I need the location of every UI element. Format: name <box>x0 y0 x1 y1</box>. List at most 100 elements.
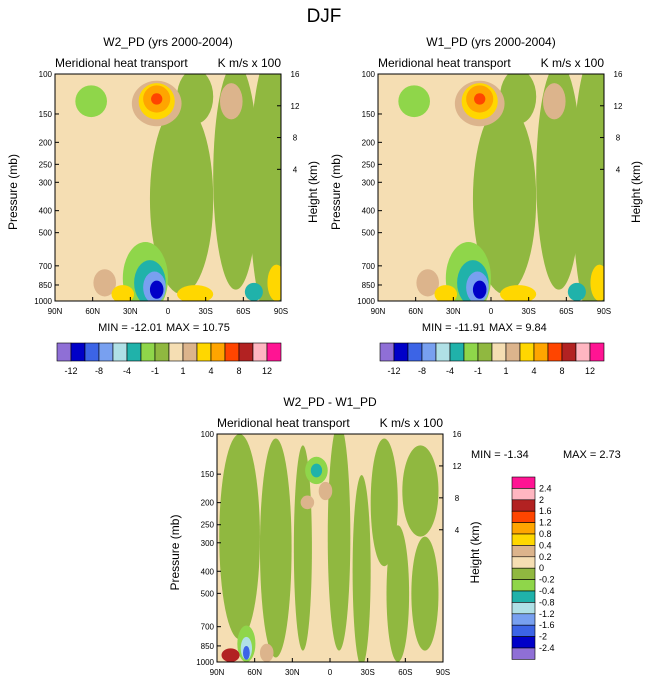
colorbar-swatch <box>56 342 72 362</box>
contour-region <box>111 285 135 301</box>
colorbar-label: 12 <box>262 366 272 376</box>
colorbar-label: 4 <box>208 366 213 376</box>
colorbar-swatch <box>210 342 226 362</box>
y-tick-label: 500 <box>201 589 215 598</box>
contour-region <box>472 280 487 299</box>
colorbar-swatch <box>519 342 535 362</box>
y-tick-label: 300 <box>362 178 376 187</box>
y-tick-label: 200 <box>201 499 215 508</box>
y-tick-label: 700 <box>39 262 53 271</box>
colorbar-label: -4 <box>123 366 131 376</box>
y2-tick-label: 16 <box>291 70 300 79</box>
colorbar-label: 2.4 <box>539 483 552 493</box>
contour-region <box>352 475 371 662</box>
y2-tick-label: 4 <box>616 165 621 174</box>
colorbar-label: 0 <box>539 563 544 573</box>
y-tick-label: 300 <box>201 539 215 548</box>
y-tick-label: 400 <box>39 207 53 216</box>
contour-region <box>500 74 537 124</box>
y2-tick-label: 4 <box>293 165 298 174</box>
y-tick-label: 850 <box>39 281 53 290</box>
x-tick-label: 90S <box>597 307 611 316</box>
colorbar-swatch <box>511 488 536 501</box>
y-tick-label: 250 <box>201 521 215 530</box>
colorbar-label: 1.2 <box>539 518 552 528</box>
y-tick-label: 150 <box>201 470 215 479</box>
colorbar-label: 1.6 <box>539 506 552 516</box>
x-tick-label: 30N <box>123 307 138 316</box>
colorbar-swatch <box>393 342 409 362</box>
colorbar-horizontal-2: -12 -8 -4 -1 1 4 8 12 <box>379 342 605 376</box>
colorbar-label: 12 <box>585 366 595 376</box>
contour-region <box>149 280 164 299</box>
y2-axis-label: Height (km) <box>629 161 643 223</box>
contour-region <box>221 648 240 662</box>
colorbar-swatch <box>575 342 591 362</box>
y-tick-label: 500 <box>362 229 376 238</box>
y2-tick-label: 8 <box>616 134 621 143</box>
colorbar-swatch <box>84 342 100 362</box>
y2-axis-label: Height (km) <box>306 161 320 223</box>
x-tick-label: 60S <box>398 668 412 677</box>
min-label: MIN = -12.01 <box>98 322 162 334</box>
colorbar-label: -1.2 <box>539 609 555 619</box>
colorbar-swatch <box>196 342 212 362</box>
colorbar-swatch <box>511 499 536 512</box>
y-tick-label: 250 <box>39 160 53 169</box>
y-tick-label: 850 <box>362 281 376 290</box>
colorbar-swatch <box>463 342 479 362</box>
colorbar-swatch <box>266 342 282 362</box>
contour-region <box>219 83 243 120</box>
y-tick-label: 150 <box>39 110 53 119</box>
colorbar-label: 1 <box>180 366 185 376</box>
contour-region <box>567 282 586 301</box>
colorbar-swatch <box>511 624 536 637</box>
colorbar-label: 0.2 <box>539 552 552 562</box>
x-tick-label: 0 <box>166 307 171 316</box>
y-tick-label: 250 <box>362 160 376 169</box>
figure-title: DJF <box>307 6 342 27</box>
colorbar-swatch <box>98 342 114 362</box>
colorbar-swatch <box>533 342 549 362</box>
contour-region <box>500 285 537 301</box>
colorbar-swatch <box>449 342 465 362</box>
y-tick-label: 300 <box>39 178 53 187</box>
contour-region <box>402 445 439 537</box>
contour-region <box>416 269 440 297</box>
y2-tick-label: 8 <box>293 134 298 143</box>
max-label: MAX = 9.84 <box>489 322 547 334</box>
colorbar-swatch <box>224 342 240 362</box>
y2-tick-label: 12 <box>453 462 462 471</box>
colorbar-label: -0.2 <box>539 575 555 585</box>
colorbar-swatch <box>511 510 536 523</box>
contour-field <box>219 434 439 662</box>
colorbar-swatch <box>252 342 268 362</box>
y-tick-label: 850 <box>201 642 215 651</box>
colorbar-label: -2 <box>539 632 547 642</box>
contour-region <box>411 536 439 651</box>
colorbar-swatch <box>511 545 536 558</box>
contour-region <box>75 85 107 118</box>
colorbar-swatch <box>511 613 536 626</box>
contour-region <box>386 525 410 662</box>
contour-region <box>370 438 398 567</box>
contour-region <box>542 83 566 120</box>
contour-region <box>259 438 292 658</box>
colorbar-swatch <box>511 602 536 615</box>
colorbar-swatch <box>511 556 536 569</box>
y-tick-label: 700 <box>201 623 215 632</box>
contour-region <box>259 643 274 662</box>
y-tick-label: 100 <box>201 430 215 439</box>
y-tick-label: 500 <box>39 229 53 238</box>
min-label: MIN = -11.91 <box>422 322 485 334</box>
panel-title: W2_PD (yrs 2000-2004) <box>103 35 232 49</box>
colorbar-swatch <box>126 342 142 362</box>
colorbar-swatch <box>491 342 507 362</box>
x-tick-label: 30S <box>522 307 536 316</box>
contour-region <box>310 463 323 478</box>
contour-region <box>474 93 486 105</box>
panel-1: W2_PD (yrs 2000-2004) Meridional heat tra… <box>6 35 320 334</box>
colorbar-label: -12 <box>64 366 77 376</box>
y-tick-label: 150 <box>362 110 376 119</box>
contour-region <box>242 646 250 660</box>
